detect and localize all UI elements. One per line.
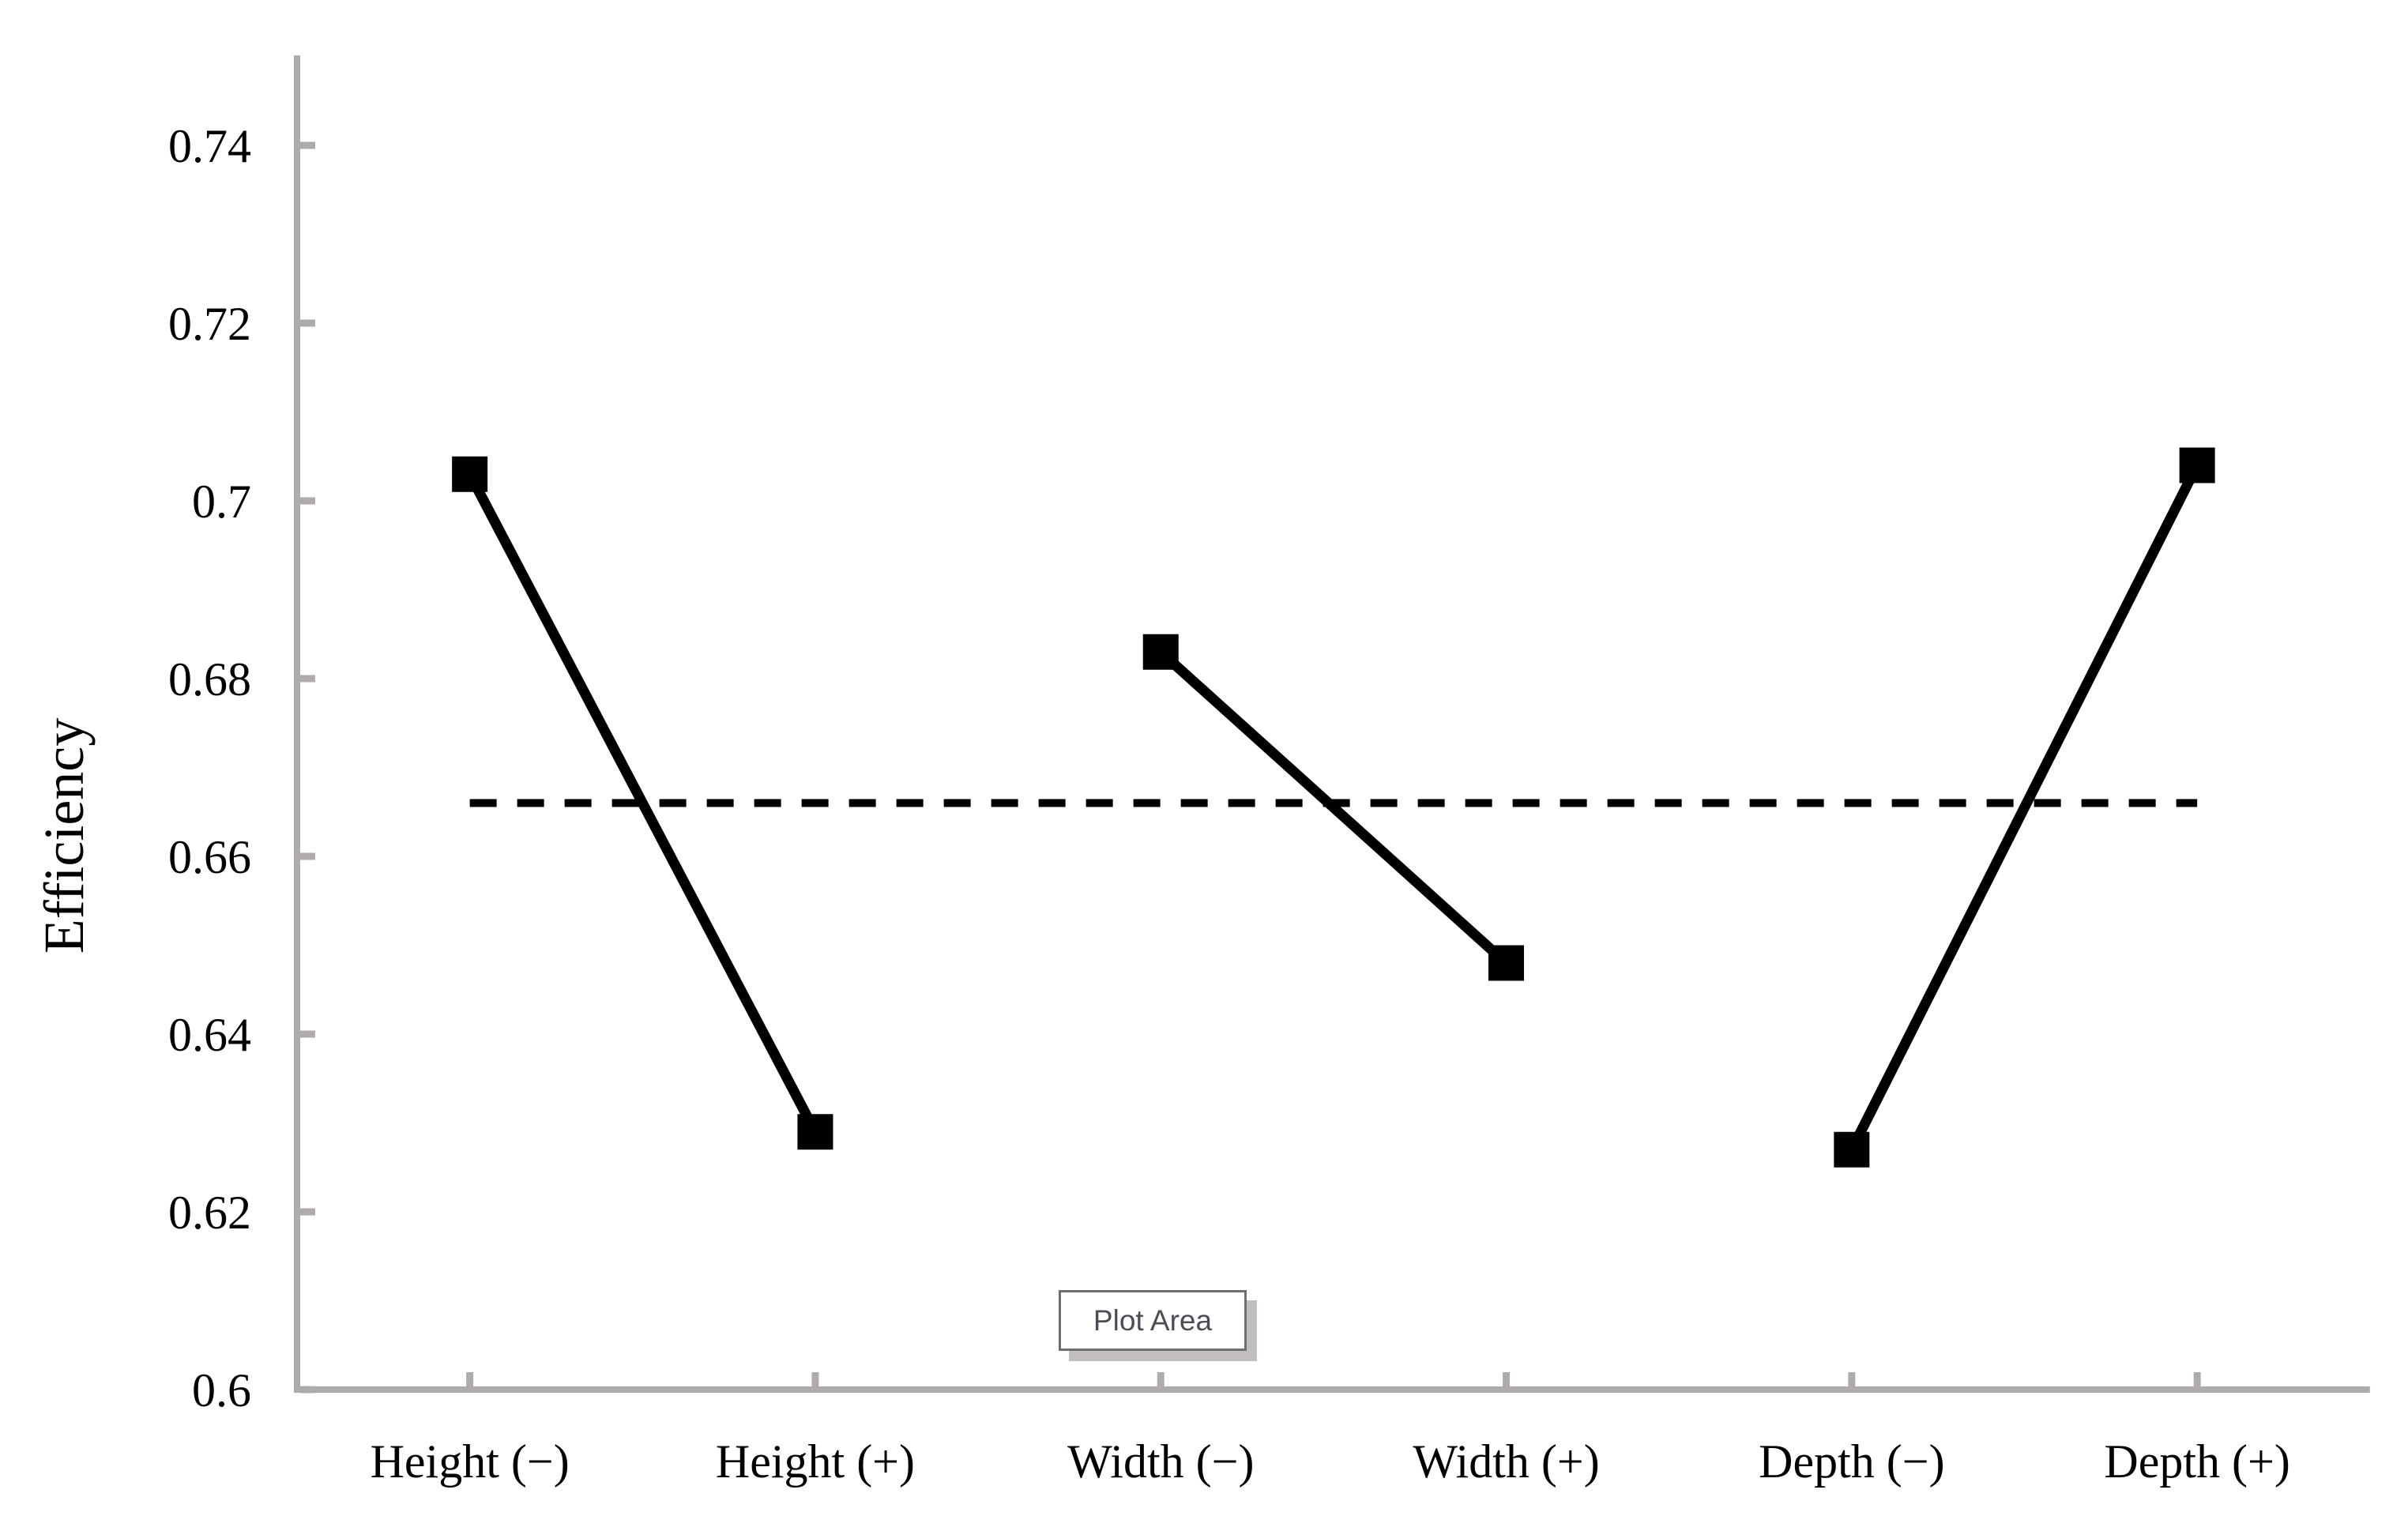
data-point-marker — [1142, 634, 1179, 670]
x-category-label: Depth (−) — [1759, 1435, 1944, 1488]
x-category-label: Width (+) — [1413, 1435, 1599, 1488]
x-category-label: Height (+) — [716, 1435, 915, 1488]
y-tick-label: 0.7 — [192, 476, 251, 528]
series-line — [1157, 648, 1510, 967]
y-tick-label: 0.64 — [168, 1009, 251, 1061]
x-category-label: Depth (+) — [2104, 1435, 2289, 1488]
series-line — [1847, 463, 2202, 1153]
x-category-label: Width (−) — [1067, 1435, 1254, 1488]
data-point-marker — [1834, 1131, 1870, 1168]
data-point-marker — [452, 456, 488, 492]
data-point-marker — [1488, 945, 1525, 981]
y-tick-label: 0.62 — [168, 1187, 251, 1239]
y-tick-label: 0.66 — [168, 831, 251, 883]
y-axis-title: Efficiency — [32, 718, 96, 954]
series-line — [465, 472, 820, 1134]
data-point-marker — [2179, 447, 2215, 483]
y-tick-label: 0.68 — [168, 653, 251, 705]
x-category-label: Height (−) — [371, 1435, 570, 1488]
y-tick-label: 0.6 — [192, 1364, 251, 1416]
plot-area-tooltip: Plot Area — [1059, 1290, 1247, 1351]
data-point-marker — [797, 1114, 833, 1150]
plot-area-tooltip-label: Plot Area — [1093, 1303, 1213, 1337]
y-tick-label: 0.74 — [168, 120, 251, 172]
y-tick-label: 0.72 — [168, 298, 251, 350]
